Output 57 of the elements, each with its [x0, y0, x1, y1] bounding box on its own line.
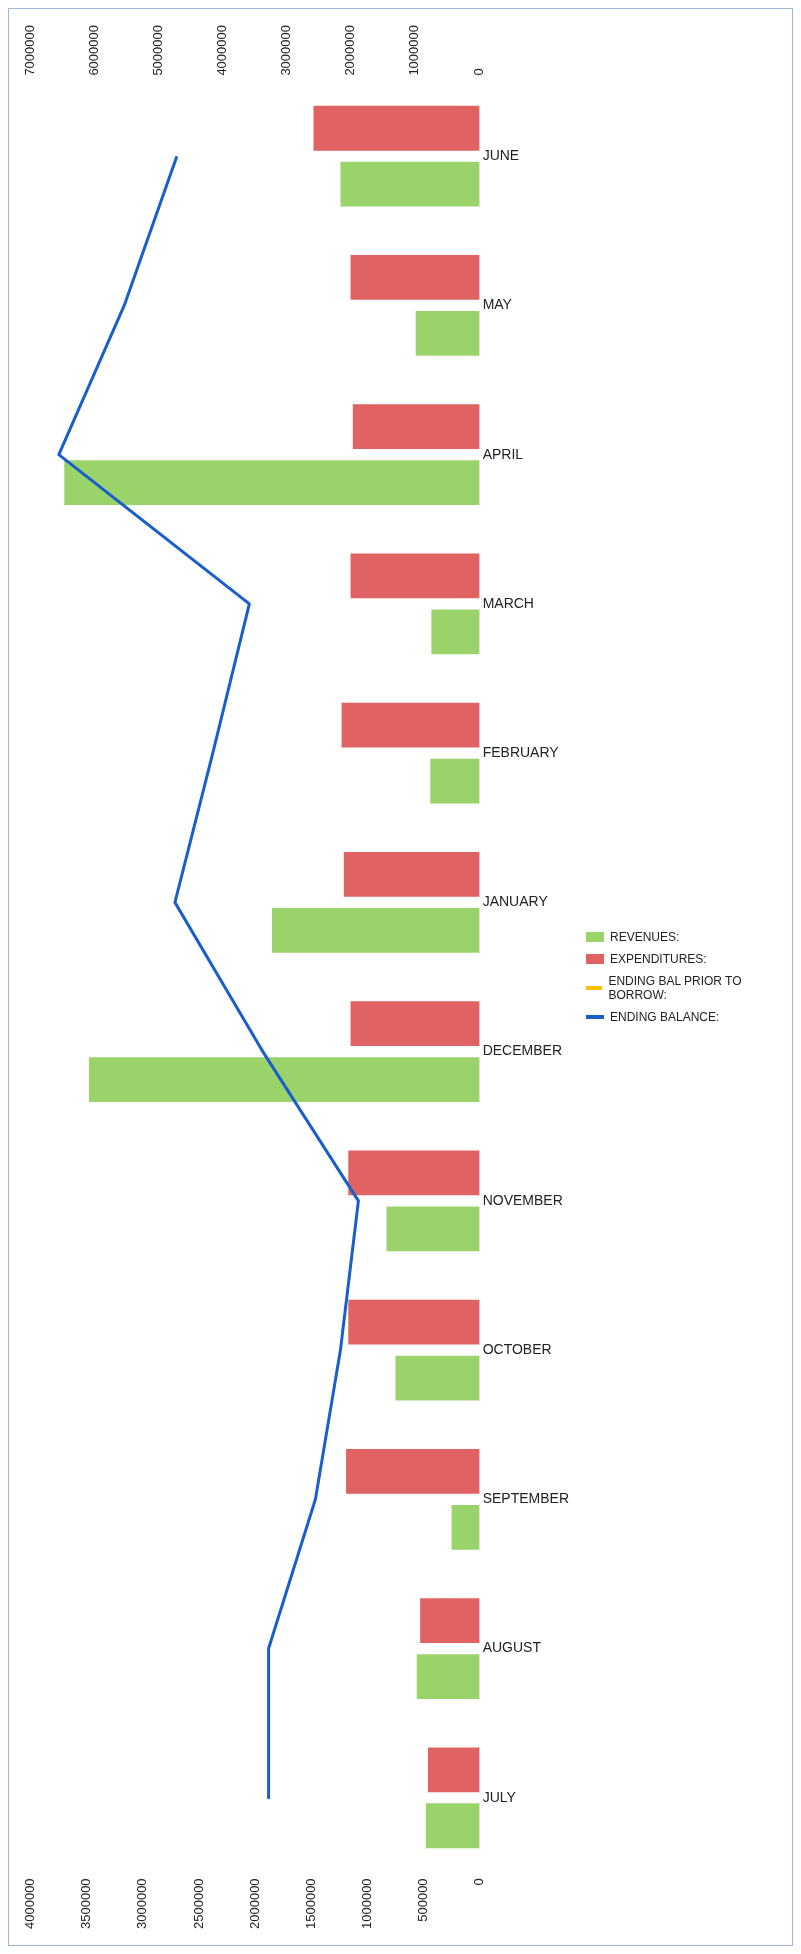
- y-tick-label: MARCH: [482, 594, 534, 611]
- x-tick-label: 3500000: [78, 1878, 94, 1930]
- y-tick-label: MAY: [482, 296, 513, 313]
- x2-tick-label: 4000000: [214, 24, 230, 76]
- bar: [346, 1448, 480, 1494]
- x-tick-label: 3000000: [134, 1878, 150, 1930]
- bar: [430, 758, 480, 804]
- y-tick-label: SEPTEMBER: [482, 1490, 570, 1507]
- bar: [350, 255, 480, 300]
- y-tick-label: JUNE: [482, 147, 520, 164]
- bar: [431, 609, 480, 655]
- x-tick-label: 1500000: [302, 1878, 318, 1930]
- y-tick-label: AUGUST: [482, 1639, 542, 1656]
- legend-label: ENDING BALANCE:: [610, 1010, 720, 1024]
- bar: [395, 1355, 480, 1401]
- x-tick-label: 2500000: [190, 1878, 206, 1930]
- bar: [352, 404, 480, 450]
- bar: [386, 1206, 480, 1252]
- bar: [451, 1504, 480, 1550]
- legend-label: EXPENDITURES:: [610, 952, 707, 966]
- bar: [88, 1057, 480, 1102]
- x2-tick-label: 3000000: [278, 24, 294, 76]
- bar: [341, 702, 480, 748]
- y-tick-label: DECEMBER: [482, 1042, 563, 1059]
- x-tick-label: 1000000: [358, 1878, 374, 1930]
- x2-tick-label: 7000000: [21, 24, 37, 76]
- y-tick-label: APRIL: [482, 445, 524, 462]
- legend-label: REVENUES:: [610, 930, 680, 944]
- y-tick-label: OCTOBER: [482, 1340, 552, 1357]
- bar: [416, 1654, 480, 1699]
- legend-label: ENDING BAL PRIOR TO BORROW:: [608, 974, 743, 1002]
- y-tick-label: JULY: [482, 1788, 517, 1805]
- x2-tick-label: 1000000: [406, 24, 422, 76]
- bar: [313, 105, 480, 151]
- bar: [348, 1150, 480, 1196]
- x-tick-label: 4000000: [22, 1878, 38, 1930]
- x-tick-label: 0: [471, 1878, 487, 1886]
- y-tick-label: FEBRUARY: [482, 744, 560, 761]
- y-tick-label: JANUARY: [482, 893, 549, 910]
- y-tick-label: NOVEMBER: [482, 1191, 563, 1208]
- bar: [415, 311, 480, 356]
- bar: [428, 1747, 480, 1793]
- bar: [425, 1803, 480, 1849]
- bar: [64, 460, 480, 506]
- x2-tick-label: 6000000: [85, 24, 101, 76]
- bar: [348, 1299, 480, 1345]
- bar: [350, 1001, 480, 1047]
- bar: [350, 553, 480, 599]
- bar: [420, 1598, 480, 1643]
- x2-tick-label: 5000000: [149, 24, 165, 76]
- x2-tick-label: 0: [470, 68, 486, 76]
- bar: [343, 852, 480, 897]
- x-tick-label: 2000000: [246, 1878, 262, 1930]
- x-tick-label: 500000: [415, 1878, 431, 1922]
- bar: [271, 907, 480, 953]
- x2-tick-label: 2000000: [342, 24, 358, 76]
- bar: [340, 161, 480, 207]
